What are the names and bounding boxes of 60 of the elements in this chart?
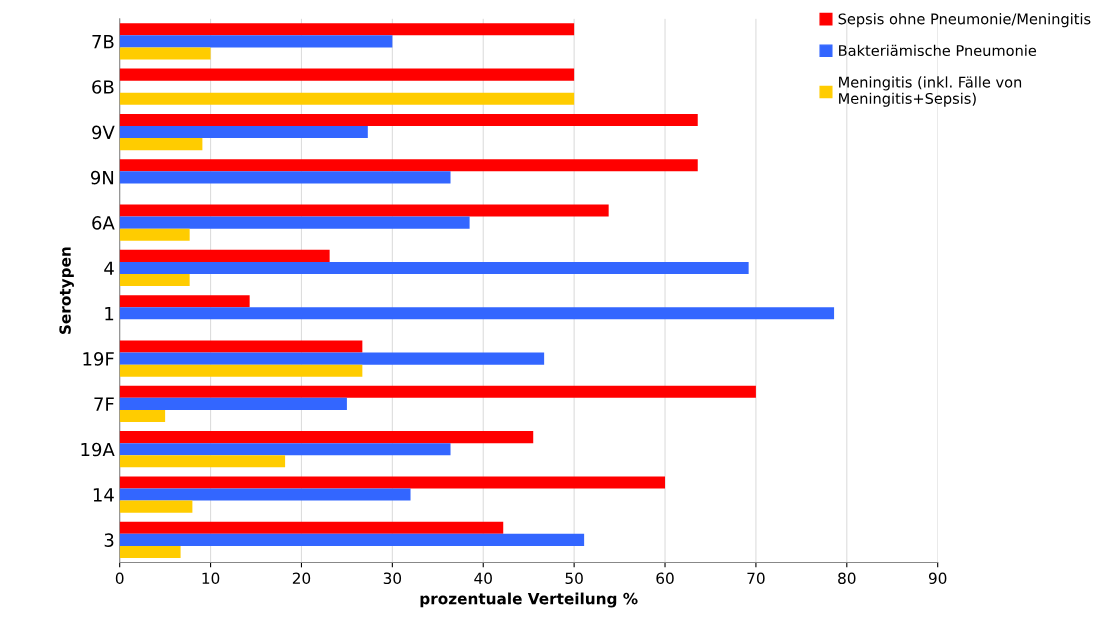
bar — [119, 385, 756, 398]
bar — [119, 476, 666, 489]
bar — [119, 340, 363, 353]
bar — [119, 138, 203, 151]
bar — [119, 274, 190, 287]
y-tick-label: 4 — [104, 261, 114, 275]
bar — [119, 443, 451, 456]
y-tick-label: 19A — [81, 442, 115, 457]
x-tick-label: 0 — [115, 572, 124, 585]
legend-label: Meningitis (inkl. Fälle von Meningitis+Sepsis) — [839, 76, 1022, 107]
bar — [119, 307, 835, 320]
bar — [119, 35, 393, 48]
x-tick-label: 60 — [656, 572, 674, 585]
bar — [119, 261, 749, 275]
bar — [119, 488, 411, 501]
x-tick-label: 10 — [202, 572, 220, 585]
y-tick-label: 14 — [93, 488, 114, 502]
bar — [119, 397, 347, 410]
bar — [119, 47, 211, 60]
x-tick-label: 70 — [747, 572, 765, 585]
bar — [119, 23, 575, 36]
x-tick-label: 80 — [838, 572, 856, 585]
bar — [119, 125, 368, 139]
bar — [119, 216, 470, 229]
bar — [119, 521, 504, 534]
y-axis-title: Serotypen — [59, 247, 74, 334]
bar — [119, 409, 166, 423]
bar — [119, 500, 193, 513]
bar — [119, 352, 545, 365]
y-tick-label: 7B — [92, 35, 114, 49]
bar — [119, 295, 250, 308]
y-tick-label: 9V — [92, 125, 115, 140]
bar — [119, 204, 609, 217]
x-tick-label: 40 — [474, 572, 492, 585]
y-tick-label: 6B — [92, 80, 114, 94]
bar — [119, 159, 698, 172]
x-tick-label: 20 — [292, 572, 311, 585]
y-tick-label: 19F — [83, 352, 114, 366]
bar — [119, 92, 575, 105]
y-tick-label: 9N — [90, 170, 114, 185]
legend-label: Sepsis ohne Pneumonie/Meningitis — [838, 13, 1091, 28]
y-tick-label: 3 — [104, 533, 114, 547]
legend-label: Bakteriämische Pneumonie — [839, 44, 1037, 57]
y-tick-label: 1 — [105, 306, 114, 321]
bar — [119, 113, 698, 126]
bar — [119, 533, 585, 546]
bar — [119, 364, 363, 377]
bar — [119, 68, 575, 81]
x-tick-label: 30 — [383, 572, 402, 585]
x-tick-label: 50 — [565, 572, 583, 585]
y-tick-label: 6A — [92, 216, 115, 230]
bar — [119, 171, 451, 184]
bar — [119, 249, 330, 262]
x-tick-label: 90 — [928, 572, 947, 585]
bar — [119, 455, 286, 468]
bar — [119, 228, 190, 241]
x-axis-title: prozentuale Verteilung % — [420, 592, 638, 608]
y-tick-label: 7F — [94, 397, 114, 411]
bar — [119, 545, 181, 558]
bar — [119, 431, 534, 444]
